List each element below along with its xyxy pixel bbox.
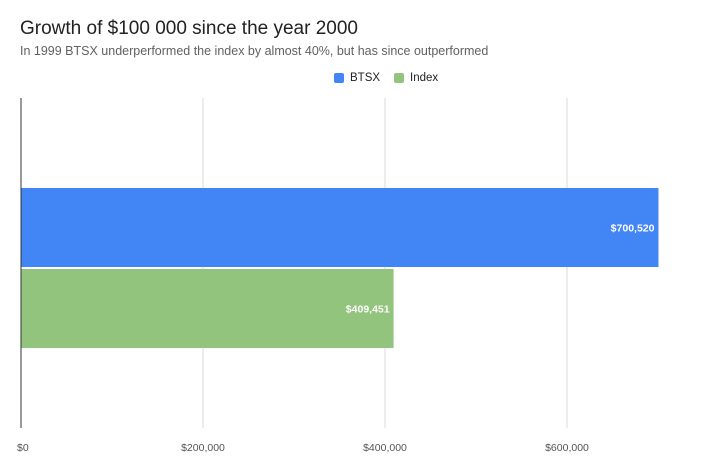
chart-subtitle: In 1999 BTSX underperformed the index by…: [20, 44, 489, 58]
x-tick-label-0: $0: [17, 442, 29, 454]
legend-label-index: Index: [410, 72, 439, 84]
legend-item-btsx: BTSX: [334, 72, 380, 84]
x-tick-label-3: $600,000: [545, 442, 589, 454]
legend-label-btsx: BTSX: [350, 72, 381, 84]
x-tick-label-1: $200,000: [181, 442, 225, 454]
legend-swatch-index: [394, 73, 405, 83]
chart-title: Growth of $100 000 since the year 2000: [20, 18, 359, 39]
chart-legend: BTSX Index: [334, 72, 452, 84]
data-label-index: $409,451: [346, 304, 390, 316]
legend-swatch-btsx: [334, 73, 344, 83]
x-tick-label-2: $400,000: [363, 442, 407, 454]
bar-btsx: [21, 188, 659, 267]
bar-index: [21, 269, 394, 348]
data-label-btsx: $700,520: [611, 223, 655, 235]
legend-item-index: Index: [394, 72, 438, 84]
